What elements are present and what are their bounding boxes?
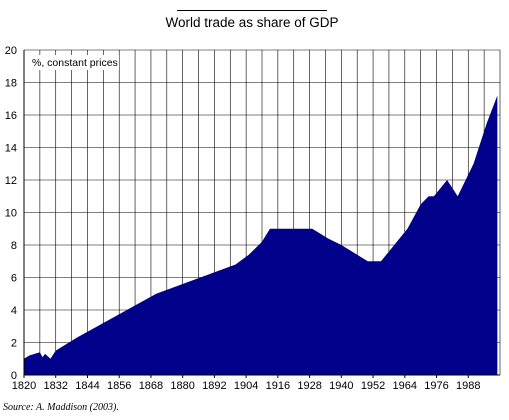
- x-axis-ticks: 1820 1832 1844 1856 1868 1880 1892 1904 1916 1928…: [12, 375, 481, 392]
- x-tick-label-1868: 1868: [139, 380, 163, 392]
- y-axis-ticks: 0 2 4 6 8 10 12 14 16 18 20: [5, 45, 17, 382]
- x-tick-label-1856: 1856: [107, 380, 131, 392]
- y-tick-label-2: 2: [11, 338, 17, 350]
- chart-title: World trade as share of GDP: [165, 15, 338, 30]
- unit-label: %, constant prices: [32, 57, 118, 69]
- trade-share-area: [24, 95, 498, 375]
- unit-label-background: [29, 55, 119, 70]
- y-tick-label-6: 6: [11, 273, 17, 285]
- y-tick-label-4: 4: [11, 305, 17, 317]
- y-tick-label-0: 0: [11, 370, 17, 382]
- x-tick-label-1904: 1904: [234, 380, 258, 392]
- y-tick-label-14: 14: [5, 143, 17, 155]
- x-tick-label-1928: 1928: [297, 380, 321, 392]
- y-tick-label-20: 20: [5, 45, 17, 57]
- x-tick-label-1940: 1940: [329, 380, 353, 392]
- x-tick-label-1952: 1952: [361, 380, 385, 392]
- x-tick-label-1964: 1964: [393, 380, 417, 392]
- y-tick-label-16: 16: [5, 110, 17, 122]
- x-tick-label-1832: 1832: [43, 380, 67, 392]
- source-note: Source: A. Maddison (2003).: [3, 402, 119, 413]
- y-tick-label-10: 10: [5, 208, 17, 220]
- x-tick-label-1988: 1988: [456, 380, 480, 392]
- x-tick-label-1880: 1880: [170, 380, 194, 392]
- y-tick-label-12: 12: [5, 175, 17, 187]
- x-tick-label-1976: 1976: [424, 380, 448, 392]
- x-tick-label-1844: 1844: [75, 380, 99, 392]
- y-tick-label-8: 8: [11, 240, 17, 252]
- x-tick-label-1916: 1916: [266, 380, 290, 392]
- y-tick-label-18: 18: [5, 78, 17, 90]
- axes: [23, 50, 501, 376]
- x-tick-label-1820: 1820: [12, 380, 36, 392]
- x-tick-label-1892: 1892: [202, 380, 226, 392]
